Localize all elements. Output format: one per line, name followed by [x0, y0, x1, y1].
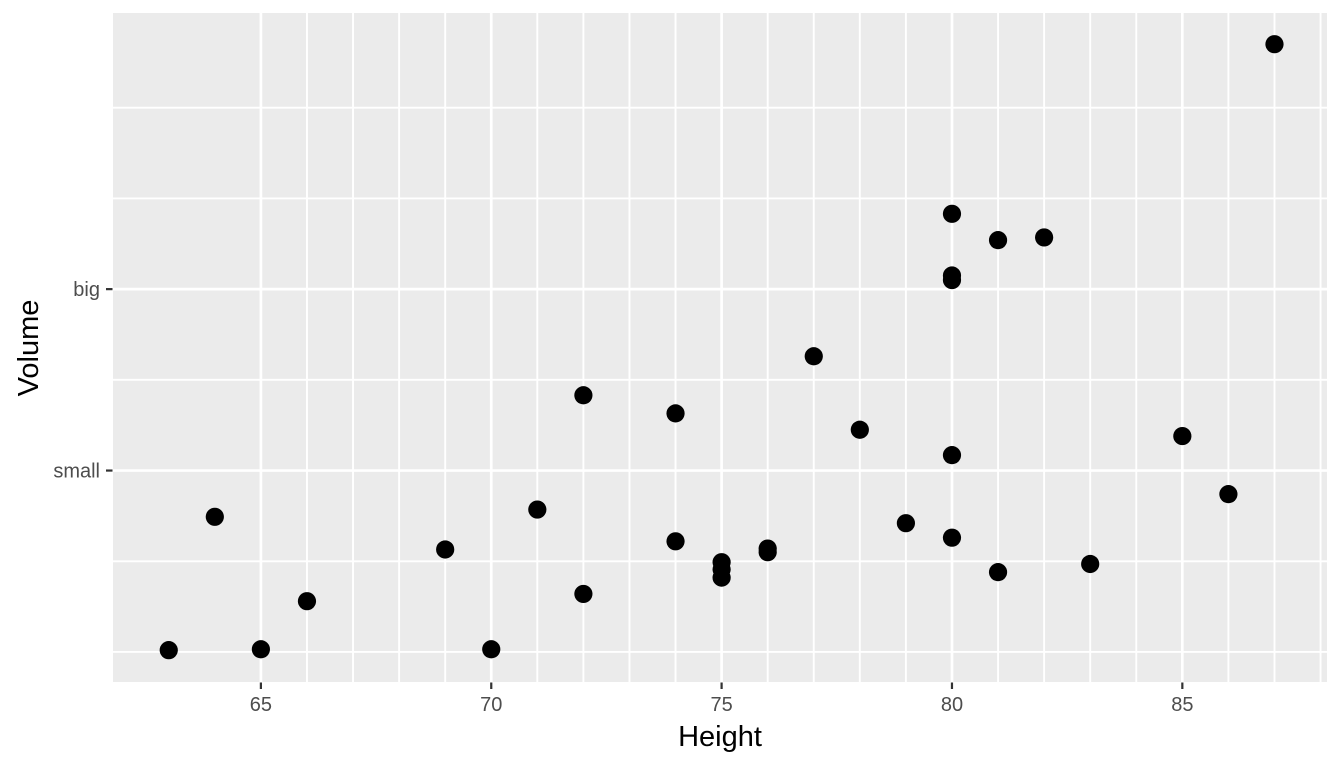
data-point [574, 584, 593, 604]
data-point [988, 231, 1008, 250]
data-point [942, 270, 962, 290]
x-axis-tick-label: 75 [710, 694, 732, 716]
data-point [1035, 228, 1054, 247]
data-point [528, 500, 547, 519]
data-point [159, 641, 178, 660]
x-axis-tick-label: 65 [250, 694, 272, 716]
y-axis-tick-label: big [73, 279, 100, 301]
y-axis-tick-label: small [53, 461, 100, 483]
data-point [988, 563, 1008, 582]
x-axis-tick-label: 70 [480, 694, 502, 716]
data-point [942, 528, 962, 547]
data-point [896, 514, 916, 533]
x-axis-tick-label: 80 [941, 694, 963, 716]
data-point [205, 507, 224, 526]
data-point [942, 204, 962, 223]
y-axis-title: Volume [13, 299, 46, 397]
data-point [1173, 426, 1192, 446]
x-axis-title: Height [678, 721, 762, 753]
data-point [758, 539, 777, 558]
data-point [850, 420, 869, 439]
data-point [804, 347, 823, 366]
data-point [482, 640, 501, 659]
data-point [436, 540, 455, 559]
data-point [712, 560, 731, 579]
data-point [666, 532, 685, 551]
data-point [1081, 554, 1100, 574]
data-point [942, 446, 962, 465]
x-axis-tick-label: 85 [1171, 694, 1193, 716]
data-point [297, 592, 317, 611]
data-point [251, 640, 270, 659]
data-point [1219, 485, 1238, 504]
data-point [1265, 35, 1284, 54]
data-point [574, 386, 593, 405]
data-point [666, 404, 685, 423]
